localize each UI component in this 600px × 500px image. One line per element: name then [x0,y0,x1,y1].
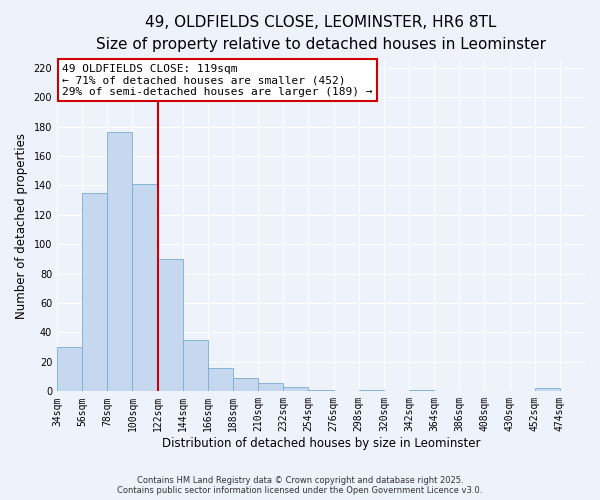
Y-axis label: Number of detached properties: Number of detached properties [15,133,28,319]
Bar [359,390,384,392]
Bar [535,388,560,392]
Bar [82,192,107,392]
Bar [308,390,334,392]
Bar [57,347,82,392]
Title: 49, OLDFIELDS CLOSE, LEOMINSTER, HR6 8TL
Size of property relative to detached h: 49, OLDFIELDS CLOSE, LEOMINSTER, HR6 8TL… [96,15,546,52]
Bar [409,390,434,392]
Bar [158,259,183,392]
Bar [233,378,258,392]
Bar [258,382,283,392]
Bar [107,132,133,392]
X-axis label: Distribution of detached houses by size in Leominster: Distribution of detached houses by size … [162,437,480,450]
Bar [283,387,308,392]
Bar [183,340,208,392]
Text: 49 OLDFIELDS CLOSE: 119sqm
← 71% of detached houses are smaller (452)
29% of sem: 49 OLDFIELDS CLOSE: 119sqm ← 71% of deta… [62,64,373,97]
Bar [133,184,158,392]
Text: Contains HM Land Registry data © Crown copyright and database right 2025.
Contai: Contains HM Land Registry data © Crown c… [118,476,482,495]
Bar [208,368,233,392]
